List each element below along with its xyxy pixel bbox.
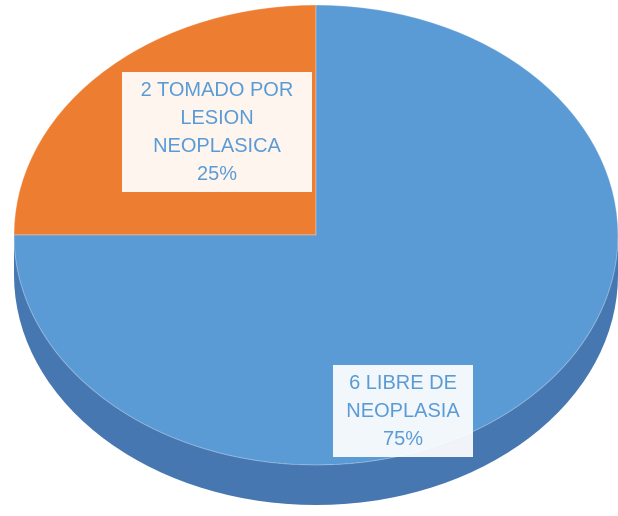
- category: LIBRE DE NEOPLASIA: [346, 372, 460, 422]
- percent: 25%: [196, 163, 238, 185]
- data-label: 6 LIBRE DE NEOPLASIA 75%: [333, 365, 473, 457]
- label-percent: 75%: [339, 425, 467, 453]
- label-text: 6 LIBRE DE NEOPLASIA: [339, 369, 467, 425]
- label-text: 2 TOMADO POR LESION NEOPLASICA: [128, 76, 306, 160]
- label-percent: 25%: [128, 160, 306, 188]
- count: 2: [140, 79, 152, 101]
- data-label: 2 TOMADO POR LESION NEOPLASICA 25%: [122, 72, 312, 192]
- percent: 75%: [382, 428, 424, 450]
- category: TOMADO POR LESION NEOPLASICA: [153, 79, 294, 157]
- count: 6: [349, 372, 361, 394]
- pie-slice: [13, 4, 618, 466]
